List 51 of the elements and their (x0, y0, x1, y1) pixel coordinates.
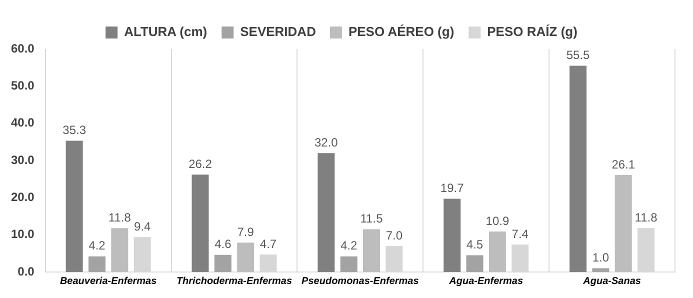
data-label: 26.2 (188, 156, 212, 171)
x-tick-label: Thrichoderma-Enfermas (176, 276, 292, 287)
bar (318, 153, 335, 272)
bar (88, 256, 106, 272)
bar (488, 231, 506, 272)
data-label: 4.2 (88, 238, 106, 253)
bar (192, 174, 209, 272)
y-tick-label: 0.0 (18, 264, 35, 278)
bar (237, 242, 254, 272)
data-label: 7.4 (512, 226, 529, 241)
legend-label: PESO AÉREO (g) (348, 24, 454, 40)
x-tick-label: Agua-Enfermas (448, 276, 524, 287)
data-label: 35.3 (62, 123, 86, 138)
x-tick-label: Agua-Sanas (582, 276, 642, 287)
data-label: 1.0 (592, 250, 610, 265)
bar (466, 255, 484, 272)
bar (66, 140, 83, 272)
y-tick-label: 60.0 (10, 41, 35, 56)
data-label: 9.4 (134, 219, 151, 234)
data-label: 55.5 (566, 48, 590, 62)
data-label: 4.2 (340, 238, 358, 253)
data-label: 10.9 (486, 214, 510, 228)
data-label: 7.0 (386, 228, 403, 242)
y-tick-label: 30.0 (10, 152, 35, 167)
bar (444, 198, 461, 272)
data-label: 4.6 (214, 237, 232, 252)
bar (340, 256, 358, 272)
bar (111, 228, 128, 272)
bar (592, 268, 610, 272)
data-label: 11.5 (360, 212, 384, 226)
data-label: 19.7 (440, 181, 464, 196)
legend-label: PESO RAÍZ (g) (487, 24, 578, 40)
bar (614, 174, 632, 272)
legend-label: SEVERIDAD (240, 24, 316, 40)
data-label: 11.8 (108, 210, 132, 224)
data-label: 7.9 (237, 224, 254, 239)
data-label: 11.8 (634, 210, 658, 224)
y-tick-label: 10.0 (10, 227, 35, 242)
bar (214, 254, 232, 272)
y-tick-label: 50.0 (10, 78, 35, 92)
data-label: 26.1 (612, 157, 636, 172)
bar (570, 66, 587, 272)
data-label: 4.7 (260, 236, 277, 251)
x-tick-label: Pseudomonas-Enfermas (302, 276, 420, 287)
y-tick-label: 40.0 (10, 116, 35, 130)
data-label: 32.0 (314, 135, 338, 150)
bar (363, 229, 380, 272)
data-label: 4.5 (466, 238, 484, 252)
y-tick-label: 20.0 (10, 190, 35, 204)
legend-label: ALTURA (cm) (124, 24, 208, 40)
x-tick-label: Beauveria-Enfermas (60, 276, 158, 287)
